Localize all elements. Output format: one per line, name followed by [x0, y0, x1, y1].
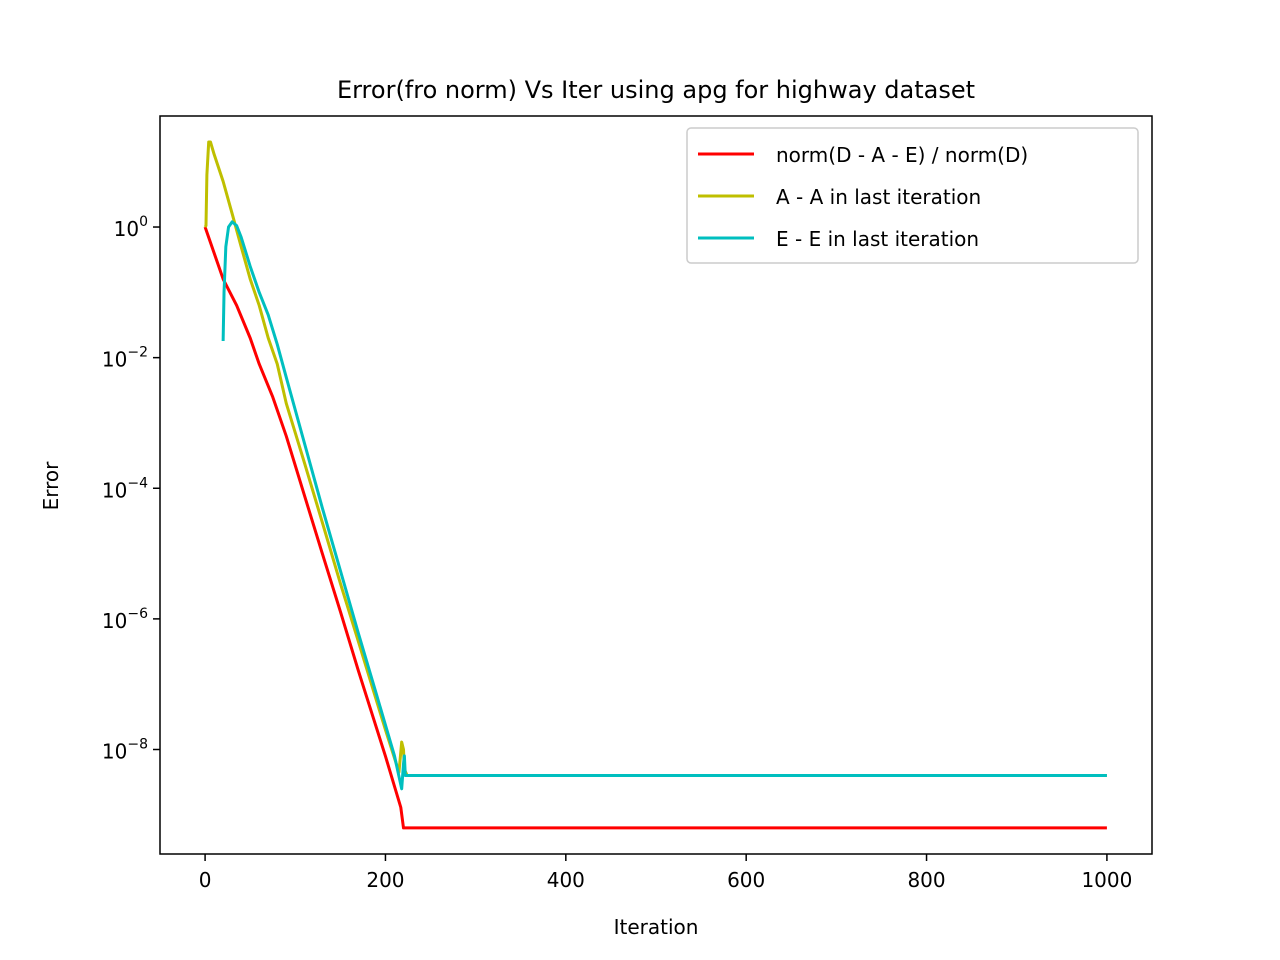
legend-label-0: norm(D - A - E) / norm(D) — [776, 143, 1028, 167]
x-tick-label: 200 — [366, 868, 404, 892]
x-tick-label: 600 — [727, 868, 765, 892]
x-axis-label: Iteration — [614, 915, 699, 939]
legend-label-1: A - A in last iteration — [776, 185, 981, 209]
x-axis: 0 200 400 600 800 1000 — [199, 854, 1132, 892]
series-line-2 — [221, 220, 1107, 791]
y-axis-label: Error — [39, 461, 63, 511]
y-tick-label: 10−4 — [102, 475, 148, 502]
y-axis: 100 10−2 10−4 10−6 10−8 — [102, 214, 160, 764]
plot-frame — [159, 115, 1153, 855]
x-tick-label: 400 — [547, 868, 585, 892]
y-tick-label: 10−8 — [102, 737, 148, 764]
chart-title: Error(fro norm) Vs Iter using apg for hi… — [337, 76, 975, 104]
y-tick-label: 10−2 — [102, 345, 148, 372]
legend: norm(D - A - E) / norm(D) A - A in last i… — [686, 127, 1139, 264]
y-tick-label: 100 — [114, 214, 148, 241]
series-line-1 — [203, 140, 1107, 777]
x-tick-label: 800 — [907, 868, 945, 892]
legend-box — [686, 127, 1139, 264]
y-tick-label: 10−6 — [102, 606, 148, 633]
series-line-0 — [203, 226, 1107, 830]
x-tick-label: 0 — [199, 868, 212, 892]
legend-label-2: E - E in last iteration — [776, 227, 979, 251]
series-layer — [203, 140, 1107, 830]
x-tick-label: 1000 — [1081, 868, 1132, 892]
